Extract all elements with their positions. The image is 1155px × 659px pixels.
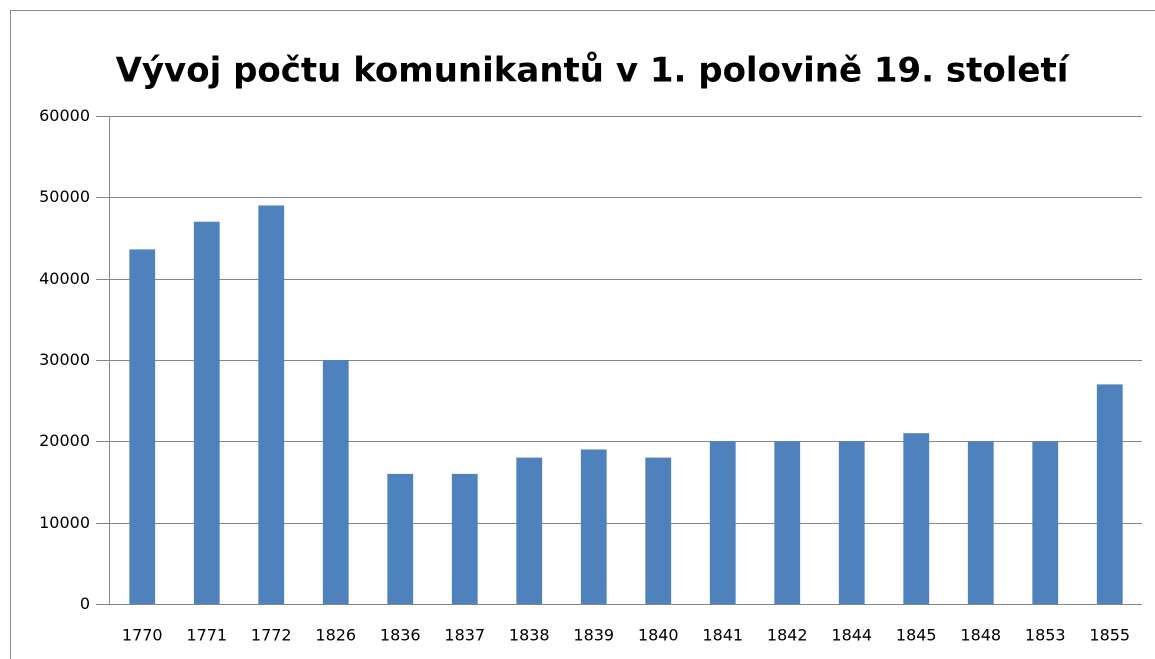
bar [967, 441, 994, 604]
y-tick-label: 30000 [39, 350, 90, 369]
x-tick-label: 1842 [767, 626, 808, 645]
y-tick-label: 10000 [39, 513, 90, 532]
x-tick-label: 1839 [573, 626, 614, 645]
bar [645, 457, 672, 604]
x-tick-label: 1837 [444, 626, 485, 645]
bar [129, 249, 156, 605]
bar [322, 360, 349, 604]
x-tick-label: 1853 [1025, 626, 1066, 645]
bar [903, 433, 930, 604]
x-tick-label: 1836 [380, 626, 421, 645]
y-tick-label: 40000 [39, 269, 90, 288]
bar [1096, 384, 1123, 604]
x-tick-label: 1840 [638, 626, 679, 645]
x-tick-label: 1770 [122, 626, 163, 645]
bar [193, 221, 220, 604]
x-tick-label: 1845 [896, 626, 937, 645]
y-tick-label: 0 [80, 594, 90, 613]
bar [1032, 441, 1059, 604]
x-tick-label: 1772 [251, 626, 292, 645]
y-tick-label: 20000 [39, 431, 90, 450]
bar [516, 457, 543, 604]
x-tick-label: 1844 [831, 626, 872, 645]
chart-title: Vývoj počtu komunikantů v 1. polovině 19… [116, 51, 1071, 91]
y-tick-label: 50000 [39, 187, 90, 206]
bar [258, 205, 285, 604]
x-tick-label: 1855 [1089, 626, 1130, 645]
x-tick-label: 1841 [702, 626, 743, 645]
x-tick-label: 1771 [186, 626, 227, 645]
x-tick-label: 1826 [315, 626, 356, 645]
bar [774, 441, 801, 604]
bar [709, 441, 736, 604]
bar [451, 473, 478, 604]
bar [387, 473, 414, 604]
x-tick-label: 1838 [509, 626, 550, 645]
bar [580, 449, 607, 604]
x-tick-label: 1848 [960, 626, 1001, 645]
bar [838, 441, 865, 604]
y-tick-label: 60000 [39, 106, 90, 125]
